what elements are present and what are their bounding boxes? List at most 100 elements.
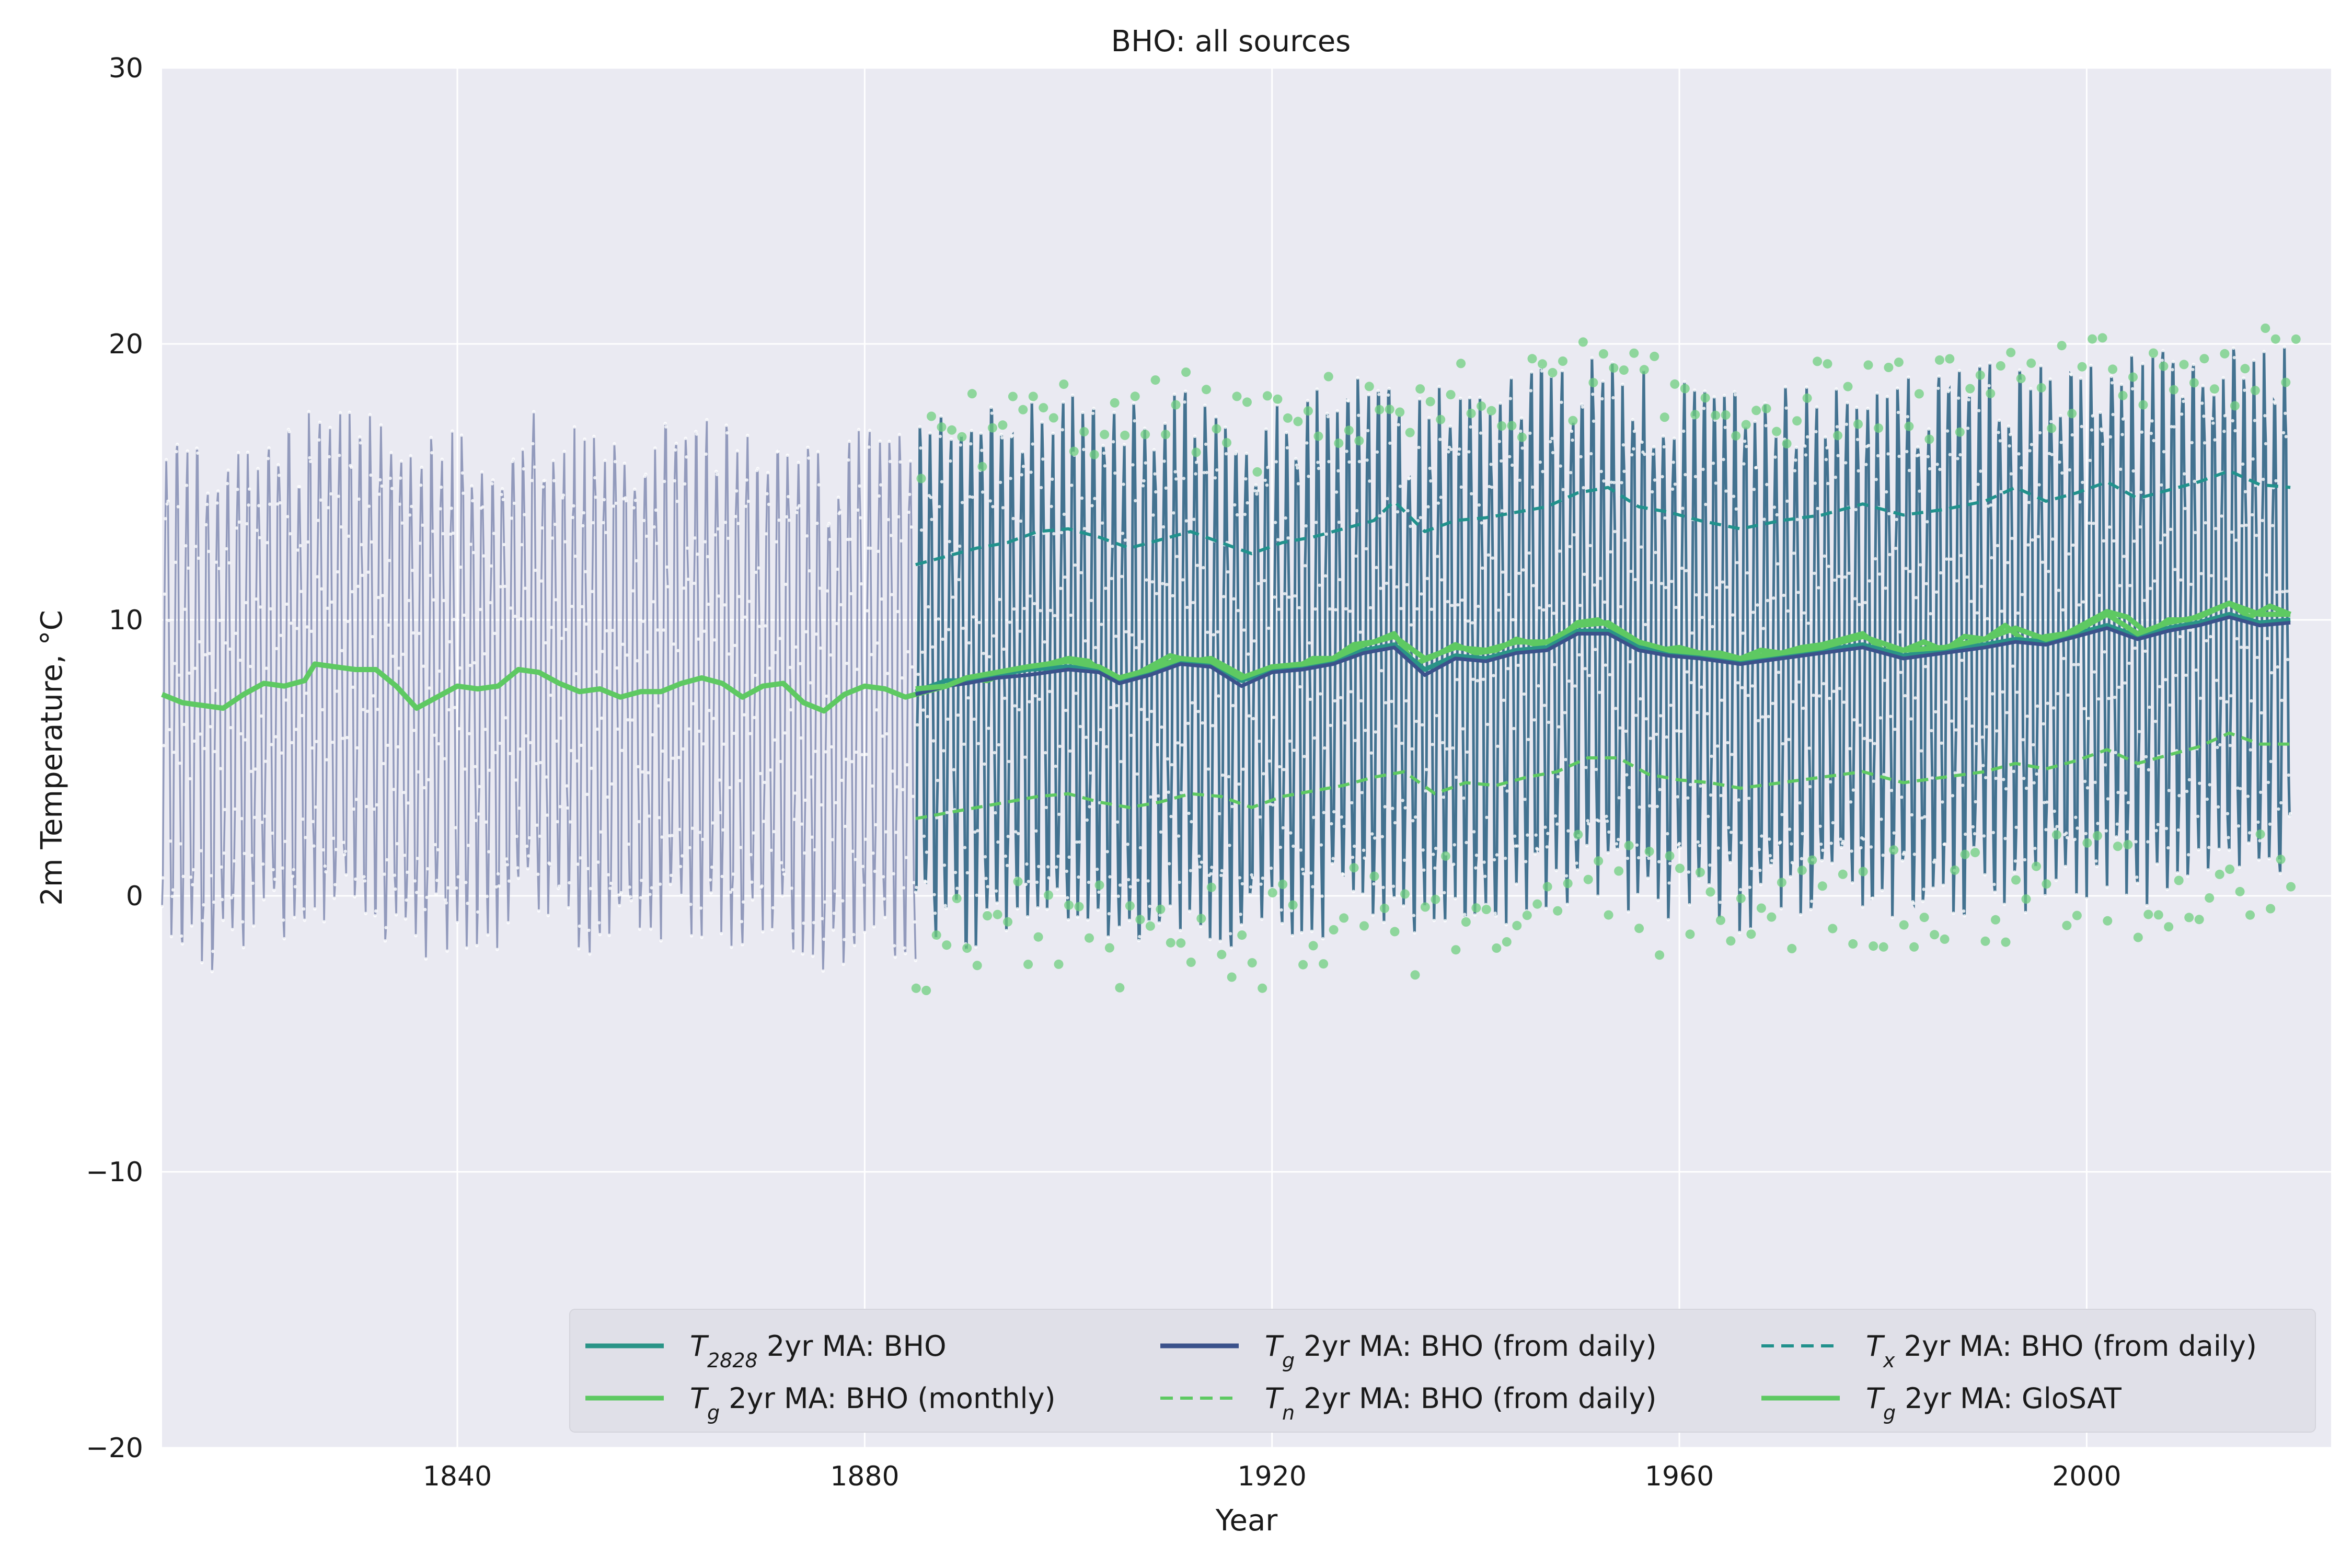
monthly-point [396, 745, 400, 749]
monthly-point [854, 858, 857, 861]
monthly-point [1552, 612, 1555, 615]
monthly-point [1689, 783, 1692, 787]
monthly-point [2180, 412, 2184, 416]
monthly-point [1134, 646, 1138, 650]
monthly-point [513, 615, 517, 618]
glosat-point [1904, 421, 1914, 431]
monthly-point [370, 540, 374, 544]
monthly-point [2258, 839, 2262, 843]
monthly-point [563, 540, 567, 544]
glosat-point [1813, 356, 1823, 366]
monthly-point [304, 691, 308, 695]
monthly-point [836, 567, 839, 571]
monthly-point [314, 805, 318, 809]
monthly-point [672, 642, 676, 646]
monthly-point [1802, 611, 1806, 615]
monthly-point [863, 837, 868, 841]
ma-line [915, 469, 2291, 567]
monthly-point [1075, 840, 1079, 844]
monthly-point [376, 708, 379, 711]
monthly-point [1285, 446, 1289, 449]
monthly-point [1143, 426, 1147, 430]
monthly-point [736, 522, 740, 525]
monthly-point [1592, 419, 1596, 423]
glosat-point [1507, 421, 1517, 431]
monthly-point [455, 886, 458, 890]
monthly-point [1096, 868, 1099, 871]
monthly-point [1962, 909, 1966, 913]
monthly-point [459, 566, 463, 569]
monthly-point [475, 943, 479, 948]
monthly-point [2264, 442, 2268, 446]
monthly-point [2002, 778, 2005, 781]
monthly-point [1208, 938, 1212, 941]
monthly-point [1941, 800, 1944, 804]
monthly-point [1654, 550, 1657, 555]
monthly-point [517, 806, 521, 810]
monthly-point [2261, 518, 2264, 523]
monthly-point [893, 944, 896, 948]
monthly-point [610, 782, 614, 786]
monthly-point [527, 854, 531, 858]
monthly-point [197, 556, 200, 560]
monthly-point [1241, 767, 1245, 771]
glosat-point [1823, 359, 1832, 369]
monthly-point [1501, 570, 1505, 574]
glosat-point [952, 894, 962, 904]
monthly-point [1955, 579, 1959, 583]
monthly-point [607, 933, 611, 937]
monthly-point [236, 451, 240, 455]
glosat-point [1899, 920, 1909, 930]
monthly-point [2136, 881, 2139, 885]
monthly-point [1699, 784, 1702, 788]
monthly-point [360, 543, 363, 547]
monthly-point [2077, 663, 2080, 666]
monthly-point [1490, 486, 1494, 489]
monthly-point [2256, 820, 2260, 824]
monthly-point [714, 469, 718, 474]
glosat-point [921, 986, 931, 995]
monthly-point [1500, 509, 1504, 513]
monthly-point [741, 943, 744, 947]
monthly-point [1093, 645, 1098, 650]
monthly-point [882, 897, 886, 901]
monthly-point [1452, 843, 1456, 847]
glosat-point [1558, 356, 1567, 366]
monthly-point [2118, 584, 2122, 587]
monthly-point [1941, 883, 1945, 887]
monthly-point [624, 496, 627, 500]
monthly-point [1689, 681, 1693, 685]
glosat-point [1293, 417, 1303, 426]
monthly-point [1437, 385, 1441, 388]
monthly-point [990, 411, 994, 415]
monthly-point [1542, 608, 1546, 612]
monthly-point [2040, 560, 2045, 564]
monthly-point [1587, 822, 1590, 826]
monthly-point [1708, 863, 1712, 867]
monthly-point [499, 585, 502, 589]
monthly-point [1307, 641, 1311, 645]
monthly-point [971, 495, 974, 499]
monthly-point [1412, 914, 1416, 917]
monthly-point [186, 449, 189, 453]
monthly-point [308, 456, 312, 460]
monthly-point [1186, 721, 1190, 725]
monthly-point [1431, 743, 1434, 746]
monthly-point [2243, 490, 2247, 493]
monthly-point [1179, 791, 1183, 794]
monthly-point [278, 501, 282, 505]
monthly-point [380, 484, 384, 488]
monthly-point [1782, 593, 1785, 597]
glosat-point [1380, 903, 1389, 913]
monthly-point [723, 603, 727, 607]
monthly-point [838, 510, 842, 514]
monthly-point [425, 895, 429, 900]
monthly-point [440, 486, 443, 489]
monthly-point [432, 598, 435, 602]
monthly-point [1031, 442, 1035, 446]
monthly-point [896, 609, 900, 614]
monthly-point [1452, 862, 1456, 866]
monthly-point [1281, 826, 1285, 830]
monthly-point [535, 823, 539, 827]
monthly-point [538, 834, 541, 838]
